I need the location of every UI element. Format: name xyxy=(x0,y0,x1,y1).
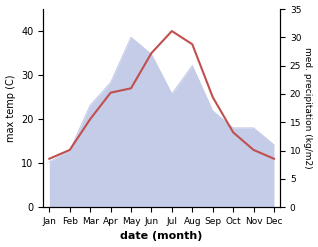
Y-axis label: med. precipitation (kg/m2): med. precipitation (kg/m2) xyxy=(303,47,313,169)
Y-axis label: max temp (C): max temp (C) xyxy=(5,74,16,142)
X-axis label: date (month): date (month) xyxy=(121,231,203,242)
